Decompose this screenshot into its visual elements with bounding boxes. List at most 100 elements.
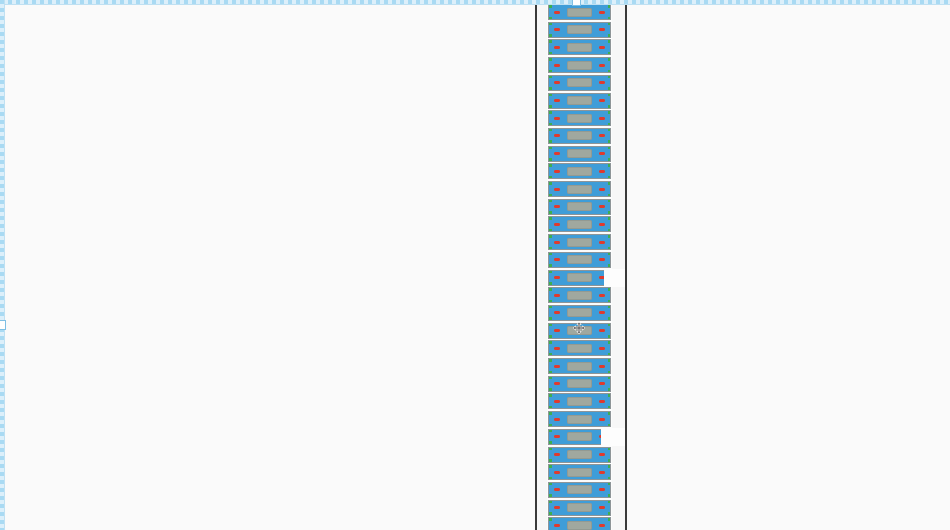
- pin-dot: [607, 500, 610, 504]
- right-pad-dot: [599, 169, 605, 173]
- right-pad-dot: [599, 81, 605, 85]
- pin-dot: [549, 459, 552, 462]
- left-pad-dot: [554, 116, 560, 120]
- pin-dot: [607, 87, 610, 90]
- selection-border-top[interactable]: [0, 0, 950, 5]
- component-item[interactable]: [548, 198, 611, 215]
- right-pad-dot: [599, 311, 605, 315]
- component-item[interactable]: [548, 446, 611, 463]
- component-item[interactable]: [548, 269, 611, 286]
- pin-dot: [607, 376, 610, 380]
- component-item[interactable]: [548, 287, 611, 304]
- component-item[interactable]: [548, 39, 611, 56]
- pin-dot: [607, 193, 610, 196]
- left-pad-dot: [554, 45, 560, 49]
- component-item[interactable]: [548, 4, 611, 20]
- pin-dot: [607, 5, 610, 8]
- right-pad-dot: [599, 417, 605, 421]
- left-pad-dot: [554, 470, 560, 474]
- component-item[interactable]: [548, 127, 611, 144]
- pin-dot: [607, 246, 610, 250]
- component-item[interactable]: [548, 163, 611, 180]
- left-pad-dot: [554, 169, 560, 173]
- pin-dot: [549, 140, 552, 143]
- component-item[interactable]: [548, 216, 611, 233]
- left-pad-dot: [554, 453, 560, 456]
- component-item[interactable]: [548, 464, 611, 481]
- pin-dot: [607, 140, 610, 143]
- pin-dot: [549, 518, 552, 521]
- pin-dot: [549, 441, 552, 444]
- right-rail-line[interactable]: [625, 0, 627, 530]
- component-item[interactable]: [548, 517, 611, 530]
- left-pad-dot: [554, 435, 560, 439]
- center-bar: [567, 414, 592, 424]
- pin-dot: [607, 164, 610, 167]
- right-pad-dot: [599, 222, 605, 226]
- pin-dot: [607, 335, 610, 338]
- pin-dot: [549, 476, 552, 480]
- pin-dot: [549, 465, 552, 468]
- left-pad-dot: [554, 134, 560, 138]
- pin-dot: [549, 158, 552, 161]
- pin-dot: [607, 476, 610, 480]
- center-bar: [567, 7, 592, 17]
- right-pad-dot: [599, 329, 605, 333]
- center-bar: [567, 396, 592, 406]
- center-bar: [567, 131, 592, 141]
- pin-dot: [549, 500, 552, 504]
- component-item[interactable]: [548, 181, 611, 197]
- left-pad-dot: [554, 10, 560, 14]
- component-item[interactable]: [548, 411, 611, 428]
- pin-dot: [549, 111, 552, 114]
- component-item[interactable]: [548, 234, 611, 251]
- component-item[interactable]: [548, 251, 611, 268]
- component-item[interactable]: [548, 499, 611, 516]
- pin-dot: [607, 217, 610, 220]
- pin-dot: [549, 16, 552, 19]
- left-pad-dot: [554, 152, 560, 156]
- right-pad-dot: [599, 523, 605, 527]
- pin-dot: [549, 252, 552, 256]
- pin-dot: [549, 494, 552, 497]
- right-pad-dot: [599, 10, 605, 14]
- pin-dot: [607, 146, 610, 150]
- pin-dot: [549, 482, 552, 486]
- selection-handle-top[interactable]: [572, 0, 581, 6]
- component-item[interactable]: [548, 481, 611, 498]
- pin-dot: [549, 228, 552, 232]
- right-pad-dot: [599, 205, 605, 209]
- component-item[interactable]: [548, 21, 611, 38]
- component-item[interactable]: [548, 74, 611, 91]
- component-item[interactable]: [548, 92, 611, 109]
- component-item[interactable]: [548, 375, 611, 392]
- component-item[interactable]: [548, 393, 611, 410]
- component-item[interactable]: [548, 358, 611, 374]
- pin-dot: [549, 341, 552, 344]
- pin-dot: [549, 288, 552, 291]
- component-item[interactable]: [548, 57, 611, 74]
- left-rail-line[interactable]: [535, 0, 537, 530]
- center-bar: [567, 255, 592, 265]
- right-pad-dot: [599, 99, 605, 102]
- pin-dot: [549, 122, 552, 126]
- component-strip: [548, 0, 611, 530]
- selection-handle-left[interactable]: [0, 320, 6, 330]
- pin-dot: [549, 199, 552, 203]
- pin-dot: [607, 305, 610, 309]
- pin-dot: [549, 128, 552, 132]
- pin-dot: [549, 51, 552, 55]
- component-item[interactable]: [548, 110, 611, 127]
- selection-border-left[interactable]: [0, 0, 5, 530]
- component-item[interactable]: [548, 340, 611, 357]
- pin-dot: [549, 282, 552, 285]
- right-pad-dot: [599, 28, 605, 32]
- component-item[interactable]: [548, 145, 611, 162]
- pin-dot: [607, 34, 610, 37]
- pin-dot: [607, 341, 610, 344]
- component-item[interactable]: [548, 304, 611, 321]
- center-bar: [567, 290, 592, 300]
- pin-dot: [549, 211, 552, 214]
- left-pad-dot: [554, 417, 560, 421]
